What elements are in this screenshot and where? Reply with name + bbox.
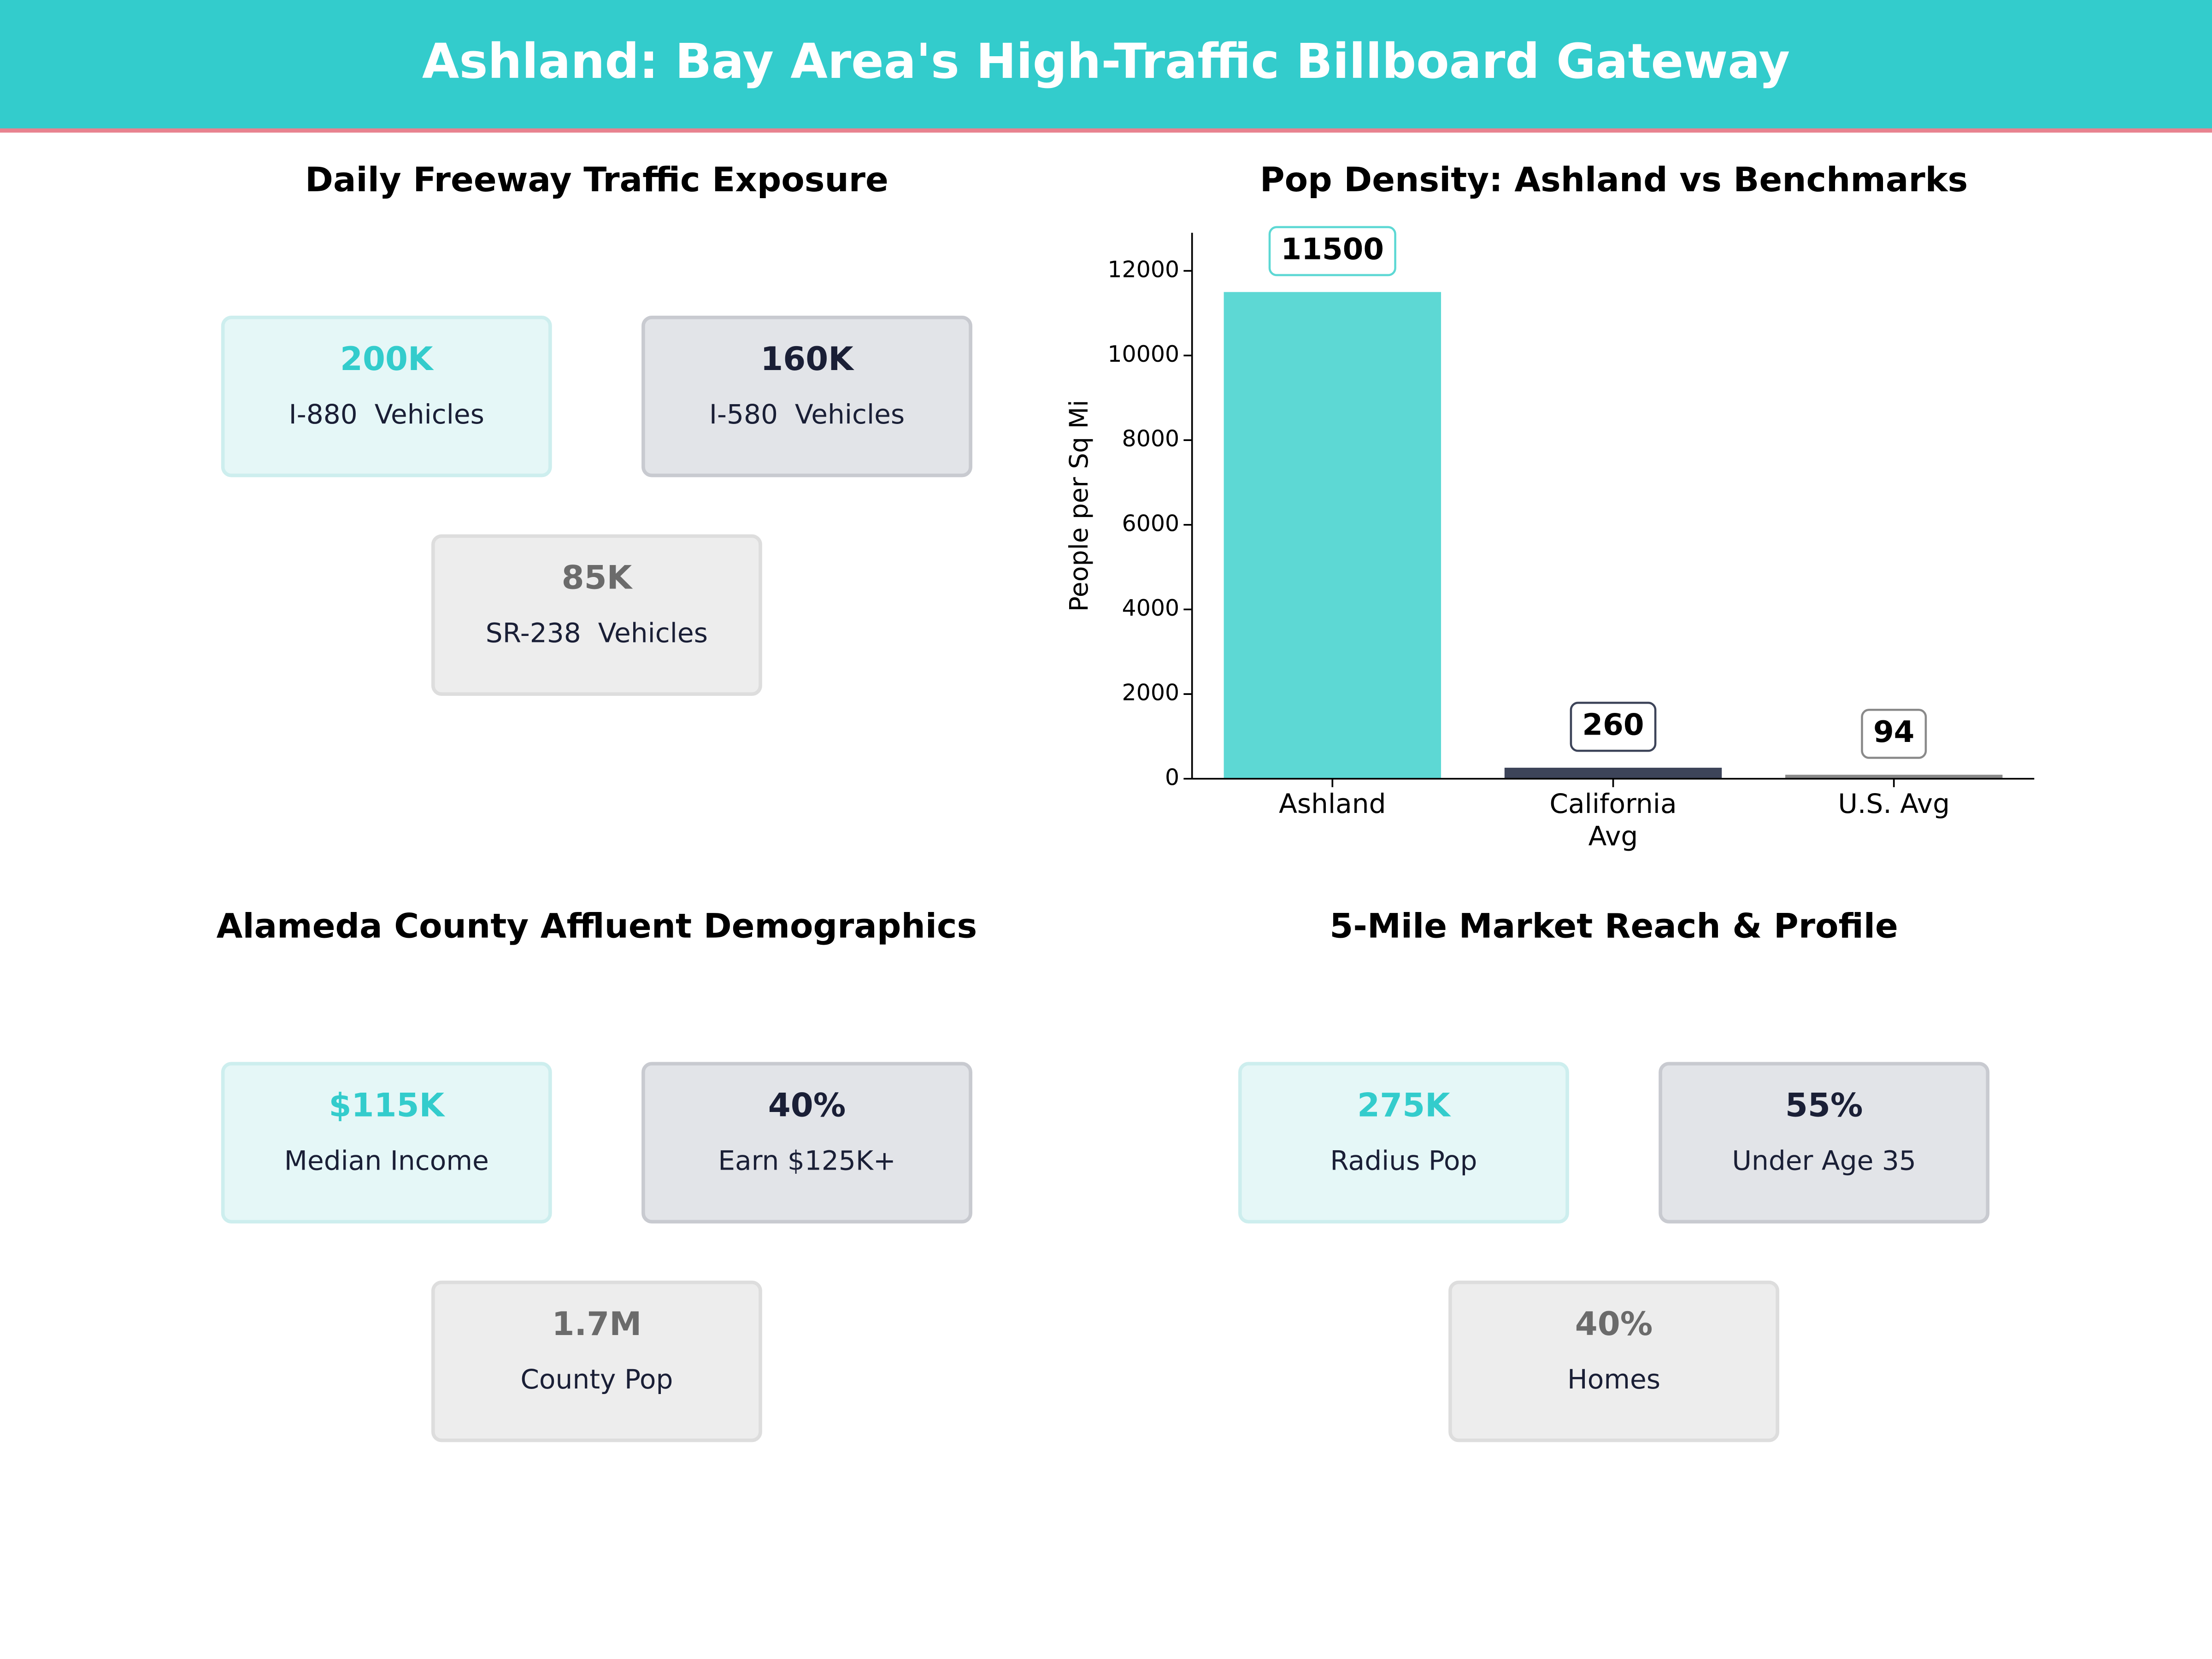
kpi-label: Radius Pop [1330,1145,1477,1177]
y-axis-label: People per Sq Mi [1064,400,1094,612]
kpi-value: 85K [562,559,633,597]
kpi-label: Homes [1567,1364,1660,1395]
y-tick-label: 12000 [1107,256,1179,282]
panel-title: Daily Freeway Traffic Exposure [305,160,888,200]
value-label: 260 [1582,708,1644,742]
kpi-value: 40% [1575,1305,1653,1343]
kpi-card [641,315,972,477]
value-label-box [1861,709,1927,759]
chart-title: Pop Density: Ashland vs Benchmarks [1260,160,1968,200]
kpi-value: 1.7M [552,1305,642,1343]
kpi-value: 40% [768,1087,846,1124]
kpi-label: Median Income [284,1145,489,1177]
kpi-card [1448,1280,1779,1442]
kpi-card [1238,1062,1569,1224]
x-tick-label: Ashland [1279,788,1386,819]
bar [1224,292,1441,779]
header-bar [0,0,2212,130]
kpi-card [641,1062,972,1224]
value-label: 94 [1873,715,1914,749]
kpi-card [431,534,762,696]
kpi-label: I-580 Vehicles [709,399,905,430]
kpi-label: Under Age 35 [1732,1145,1916,1177]
kpi-label: SR-238 Vehicles [486,618,708,649]
kpi-label: I-880 Vehicles [289,399,484,430]
value-label-box [1570,701,1657,752]
panel-title: Alameda County Affluent Demographics [217,906,977,946]
kpi-card [221,1062,552,1224]
kpi-label: County Pop [520,1364,673,1395]
panel-title: 5-Mile Market Reach & Profile [1330,906,1898,946]
y-tick-label: 0 [1165,764,1179,790]
header-rule [0,128,2212,133]
kpi-label: Earn $125K+ [718,1145,895,1177]
y-tick-label: 4000 [1122,595,1180,621]
kpi-value: 55% [1785,1087,1863,1124]
y-tick-label: 8000 [1122,426,1180,452]
value-label: 11500 [1281,232,1384,266]
y-tick-label: 2000 [1122,680,1180,706]
kpi-card [431,1280,762,1442]
kpi-value: 160K [760,340,854,378]
bar [1785,775,2003,779]
y-tick-label: 10000 [1107,341,1179,367]
bar [1504,767,1722,779]
page-title: Ashland: Bay Area's High-Traffic Billboa… [422,33,1790,89]
value-label-box [1268,226,1396,276]
y-tick-label: 6000 [1122,510,1180,536]
kpi-value: 275K [1357,1087,1451,1124]
kpi-card [221,315,552,477]
x-tick-label: California Avg [1549,788,1677,852]
kpi-value: $115K [329,1087,446,1124]
x-tick-label: U.S. Avg [1838,788,1950,819]
kpi-card [1659,1062,1990,1224]
kpi-value: 200K [340,340,434,378]
